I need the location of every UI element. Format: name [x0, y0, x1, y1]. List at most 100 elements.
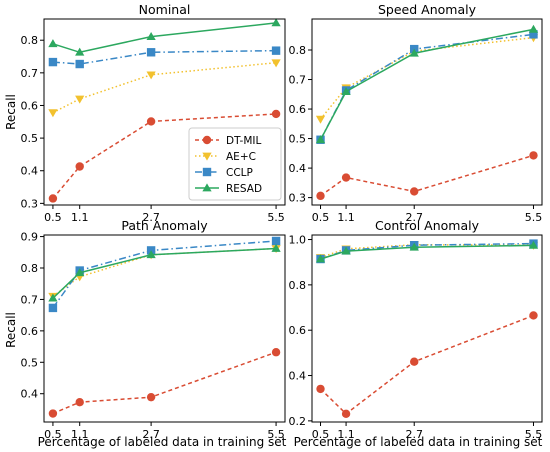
xlabel-right: Percentage of labeled data in training s…	[294, 435, 543, 449]
data-point-resad-4	[271, 18, 281, 27]
y-tick-label: 0.6	[21, 325, 39, 338]
y-tick-label: 0.6	[21, 99, 39, 112]
ylabel-top: Recall	[4, 94, 18, 130]
series-line-resad	[319, 28, 534, 141]
data-point-dt-mil-3	[146, 117, 156, 126]
series-line-ae-c	[52, 247, 277, 297]
data-point-resad-1	[315, 135, 326, 144]
legend-marker	[202, 152, 212, 161]
legend-marker	[202, 183, 212, 192]
data-point-cclp-3	[146, 48, 156, 57]
data-point-dt-mil-2	[75, 162, 84, 171]
y-tick-label: 1.0	[289, 234, 307, 247]
y-tick-label: 0.8	[289, 44, 307, 57]
x-tick-label: 0.5	[44, 211, 62, 224]
y-tick-label: 0.5	[289, 133, 307, 146]
data-point-dt-mil-1	[316, 384, 325, 394]
legend-entry-label: CCLP	[226, 167, 253, 179]
x-tick-label: 0.5	[312, 428, 330, 441]
y-tick-label: 0.8	[21, 262, 39, 275]
data-point-dt-mil-4	[529, 151, 538, 160]
x-tick-label: 1.1	[337, 428, 355, 441]
data-point-resad-3	[409, 48, 419, 57]
data-point-dt-mil-2	[75, 398, 84, 407]
x-tick-label: 5.5	[525, 211, 543, 224]
chart-title: Nominal	[139, 2, 191, 17]
data-point-ae-c-3	[146, 71, 156, 80]
series-line-ae-c	[320, 243, 534, 259]
data-point-dt-mil-2	[341, 173, 351, 182]
y-tick-label: 0.5	[21, 132, 39, 145]
series-line-resad	[52, 247, 277, 299]
data-point-cclp-4	[529, 30, 538, 39]
data-point-dt-mil-3	[410, 187, 419, 196]
x-tick-label: 2.7	[405, 211, 423, 224]
data-point-resad-2	[75, 268, 85, 277]
data-point-resad-1	[315, 254, 326, 263]
x-tick-label: 0.5	[44, 428, 62, 441]
data-point-resad-2	[341, 246, 351, 255]
data-point-dt-mil-1	[48, 409, 58, 418]
x-tick-label: 1.1	[71, 428, 89, 441]
data-point-dt-mil-4	[271, 348, 281, 357]
legend-box	[188, 127, 282, 201]
data-point-dt-mil-4	[529, 311, 538, 320]
y-tick-label: 0.6	[289, 103, 307, 116]
legend-entry-label: DT-MIL	[226, 135, 261, 147]
x-tick-label: 0.5	[312, 211, 330, 224]
chart-panel-4: Control Anomaly 0.5 1.1 2.7 5.5 0.2 0.4 0.6 0.8 1…	[289, 218, 543, 441]
series-line-ae-c	[319, 36, 534, 120]
data-point-dt-mil-3	[146, 392, 156, 402]
data-point-ae-c-2	[75, 95, 85, 104]
data-point-cclp-1	[48, 303, 58, 313]
data-point-resad-1	[48, 39, 58, 48]
legend: DT-MIL AE+C CCLP RESAD	[188, 127, 282, 201]
plot-frame	[311, 234, 543, 423]
legend-entry-label: AE+C	[226, 151, 256, 163]
y-tick-label: 0.7	[21, 293, 39, 306]
series-line-resad	[320, 244, 534, 260]
y-tick-label: 0.9	[21, 231, 39, 244]
legend-marker	[202, 135, 212, 145]
chart-title: Speed Anomaly	[378, 2, 477, 17]
xlabel-left: Percentage of labeled data in training s…	[38, 435, 287, 449]
x-tick-label: 5.5	[267, 211, 285, 224]
y-tick-label: 0.5	[21, 356, 39, 369]
data-point-resad-2	[341, 87, 351, 95]
data-point-dt-mil-3	[410, 357, 419, 366]
chart-panel-1: Nominal 0.5 1.1 2.7 5.5 0.3 0.4 0.5 0.6 0.7 0.8	[21, 2, 286, 224]
series-line-cclp	[52, 240, 277, 309]
chart-title: Control Anomaly	[375, 218, 480, 233]
series-line-dt-mil	[52, 351, 277, 415]
data-point-resad-3	[409, 242, 419, 251]
y-tick-label: 0.4	[21, 165, 39, 178]
data-point-cclp-4	[271, 236, 281, 246]
data-point-resad-1	[48, 293, 58, 302]
series-line-resad	[52, 22, 277, 54]
ylabel-bottom: Recall	[4, 312, 18, 348]
series-line-dt-mil	[319, 314, 534, 415]
y-tick-label: 0.7	[21, 67, 39, 80]
data-point-cclp-2	[75, 59, 84, 69]
data-point-dt-mil-4	[271, 109, 281, 119]
data-point-resad-4	[271, 243, 281, 252]
chart-panel-3: Path Anomaly 0.5 1.1 2.7 5.5 0.4 0.5 0.6 0.7 0.8 0…	[21, 218, 286, 441]
data-point-resad-3	[146, 32, 156, 40]
x-tick-label: 5.5	[525, 428, 543, 441]
data-point-dt-mil-1	[316, 191, 325, 201]
x-tick-label: 1.1	[71, 211, 89, 224]
y-tick-label: 0.8	[21, 34, 39, 47]
y-tick-label: 0.4	[289, 162, 307, 175]
data-point-cclp-4	[271, 46, 281, 55]
x-tick-label: 2.7	[142, 428, 160, 441]
data-point-resad-3	[146, 250, 156, 259]
x-tick-label: 2.7	[142, 211, 160, 224]
data-point-dt-mil-1	[48, 194, 58, 203]
legend-marker	[202, 167, 212, 177]
series-line-cclp	[52, 49, 277, 65]
data-point-ae-c-1	[48, 109, 58, 118]
x-tick-label: 2.7	[405, 428, 423, 441]
y-tick-label: 0.3	[21, 197, 39, 210]
y-tick-label: 0.4	[289, 370, 307, 383]
